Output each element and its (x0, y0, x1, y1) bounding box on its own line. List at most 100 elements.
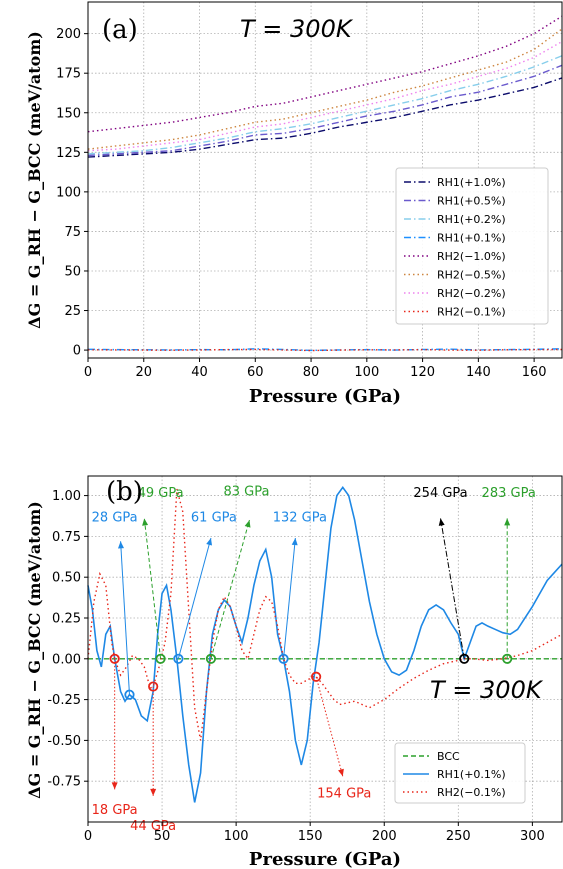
panel-a-ytick-label: 100 (56, 185, 81, 200)
panel-a-xtick-label: 140 (466, 365, 491, 380)
panel-b-ytick-label: -0.75 (47, 775, 81, 790)
panel-b-xtick-label: 300 (520, 829, 545, 844)
panel-a-ytick-label: 25 (64, 304, 81, 319)
panel-b-crossing-marker (124, 689, 135, 700)
panel-a-series-line-6 (87, 40, 563, 152)
panel-b-xtick-label: 0 (84, 829, 92, 844)
panel-b-crossing-arrow (283, 537, 296, 659)
panel-a-legend-label: RH2(−0.2%) (437, 287, 506, 300)
panel-a-series-line-1 (87, 64, 563, 157)
panel-a-xtick-label: 0 (84, 365, 92, 380)
panel-b-crossing-arrowhead (142, 518, 149, 526)
panel-b-crossing-arrowhead (244, 520, 251, 528)
panel-b-crossing-arrowhead (150, 788, 157, 796)
panel-b-crossing-arrowhead (504, 518, 511, 526)
panel-a-ytick-label: 125 (56, 146, 81, 161)
panel-b-crossing-marker (155, 653, 166, 664)
panel-a-series-line-2 (87, 55, 563, 155)
panel-b-ytick-label: 0.00 (52, 652, 81, 667)
panel-a-legend-label: RH1(+1.0%) (437, 176, 506, 189)
panel-b-ytick-label: -0.25 (47, 693, 81, 708)
panel-a-xtick-label: 160 (522, 365, 547, 380)
panel-b-crossing-markers (109, 653, 513, 700)
panel-b-crossing-marker (278, 653, 289, 664)
panel-b-crossing-arrowhead (206, 538, 213, 546)
panel-b-ytick-label: -0.50 (47, 734, 81, 749)
panel-b-crossing-arrowhead (338, 768, 344, 777)
panel-b-crossing-label: 283 GPa (482, 486, 536, 501)
panel-a-xlabel: Pressure (GPa) (249, 386, 401, 407)
panel-b-legend: BCC RH1(+0.1%) RH2(−0.1%) (394, 742, 526, 804)
panel-a-frame (87, 1, 563, 359)
panel-b-series-line-2 (87, 488, 563, 741)
panel-b-crossing-label: 254 GPa (413, 486, 467, 501)
panel-a-ytick-label: 175 (56, 67, 81, 82)
panel-b-crossing-label: 49 GPa (138, 486, 184, 501)
panel-a-legend-label: RH1(+0.5%) (437, 195, 506, 208)
panel-b-crossing-arrowhead (111, 782, 118, 790)
panel-a-series-line-0 (87, 77, 563, 158)
panel-b-crossing-label: 83 GPa (224, 485, 270, 500)
panel-b-crossing-label: 132 GPa (273, 511, 327, 526)
panel-b: 18 GPa 28 GPa 44 GPa 49 GPa 61 GPa 83 GPa132 … (25, 475, 563, 869)
panel-b-crossing-label: 44 GPa (130, 819, 176, 834)
panel-b-label: (b) (106, 477, 143, 507)
panel-b-crossing-marker (148, 681, 159, 692)
panel-b-ytick-label: 0.75 (52, 530, 81, 545)
panel-b-crossing-arrow (210, 519, 250, 659)
panel-b-crossing-arrow (120, 541, 130, 695)
panel-a-annotation: T = 300K (240, 15, 354, 43)
panel-a-ytick-label: 0 (73, 344, 81, 359)
panel-b-crossing-label: 28 GPa (92, 511, 138, 526)
panel-b-crossing-arrows: 18 GPa 28 GPa 44 GPa 49 GPa 61 GPa 83 GPa132 … (92, 485, 536, 835)
panel-b-ylabel: ΔG = G_RH − G_BCC (meV/atom) (25, 501, 44, 799)
panel-b-legend-label: BCC (437, 750, 460, 763)
panel-b-ytick-label: 0.25 (52, 611, 81, 626)
panel-b-legend-box (394, 742, 526, 804)
panel-a-annotation-text: T = 300K (240, 15, 354, 43)
panel-a-series (87, 15, 563, 352)
panel-b-crossing-marker (311, 671, 322, 682)
panel-a-ytick-label: 75 (64, 225, 81, 240)
panel-b-crossing-arrowhead (438, 518, 445, 526)
panel-b-crossing-marker (205, 653, 217, 664)
panel-a-xtick-label: 100 (354, 365, 379, 380)
panel-a-xtick-label: 40 (191, 365, 208, 380)
panel-b-crossing-arrow (440, 518, 465, 659)
panel-a-ytick-label: 150 (56, 106, 81, 121)
panel-b-crossing-marker (109, 653, 120, 664)
panel-b-crossing-label: 18 GPa (92, 803, 138, 818)
panel-a-ytick-label: 200 (56, 27, 81, 42)
panel-b-xlabel: Pressure (GPa) (249, 849, 401, 869)
panel-b-ytick-label: 0.50 (52, 571, 81, 586)
panel-a-xtick-label: 20 (135, 365, 152, 380)
panel-b-annotation-text: T = 300K (430, 676, 544, 704)
panel-b-series (87, 486, 563, 803)
panel-a-legend-label: RH2(−0.1%) (437, 306, 506, 319)
panel-b-annotation: T = 300K (430, 676, 544, 704)
panel-a-ylabel: ΔG = G_RH − G_BCC (meV/atom) (25, 31, 44, 329)
panel-a-legend-label: RH1(+0.2%) (437, 213, 506, 226)
panel-b-crossing-marker (459, 653, 470, 664)
panel-a-ytick-label: 50 (64, 264, 81, 279)
panel-b-crossing-marker (502, 653, 513, 664)
panel-b-crossing-arrowhead (117, 541, 124, 549)
panel-a-xtick-label: 80 (303, 365, 320, 380)
panel-a-legend: RH1(+1.0%) RH1(+0.5%) RH1(+0.2%) RH1(+0.1%)… (395, 167, 549, 325)
panel-a-series-line-3 (87, 348, 563, 352)
panel-b-crossing-arrow (143, 518, 162, 659)
panel-b-crossing-arrow (177, 537, 212, 659)
panel-a-legend-label: RH1(+0.1%) (437, 232, 506, 245)
panel-a-label: (a) (102, 15, 138, 45)
panel-b-series-line-1 (87, 486, 563, 803)
panel-b-ytick-label: 1.00 (52, 489, 81, 504)
panel-b-xtick-label: 200 (372, 829, 397, 844)
panel-b-xtick-label: 150 (298, 829, 323, 844)
panel-b-xtick-label: 100 (224, 829, 249, 844)
panel-a: 0 20 40 60 80 100 120 140 160 0 25 50 75 100 125 150 175… (25, 1, 563, 407)
panel-a-xtick-label: 120 (410, 365, 435, 380)
panel-a-xtick-label: 60 (247, 365, 264, 380)
panel-b-legend-label: RH2(−0.1%) (437, 786, 506, 799)
panel-b-xtick-label: 250 (446, 829, 471, 844)
